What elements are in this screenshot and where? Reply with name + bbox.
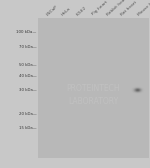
Text: 100 kDa—: 100 kDa— <box>16 30 37 34</box>
Text: LNCaP: LNCaP <box>46 4 59 16</box>
Text: Pig heart: Pig heart <box>91 0 108 16</box>
Text: 20 kDa—: 20 kDa— <box>19 112 37 116</box>
Text: 30 kDa—: 30 kDa— <box>19 88 37 92</box>
Text: 40 kDa—: 40 kDa— <box>19 74 37 78</box>
Text: Mouse heart: Mouse heart <box>138 0 150 16</box>
Text: Rabbit heart: Rabbit heart <box>105 0 128 16</box>
Text: PROTEINTECH
LABORATORY: PROTEINTECH LABORATORY <box>67 85 120 106</box>
Text: Rat heart: Rat heart <box>120 0 138 16</box>
Text: K-562: K-562 <box>75 5 87 16</box>
Text: 70 kDa—: 70 kDa— <box>19 45 37 49</box>
Text: 50 kDa—: 50 kDa— <box>19 63 37 67</box>
Text: HeLa: HeLa <box>61 6 72 16</box>
Text: 15 kDa—: 15 kDa— <box>19 126 37 130</box>
